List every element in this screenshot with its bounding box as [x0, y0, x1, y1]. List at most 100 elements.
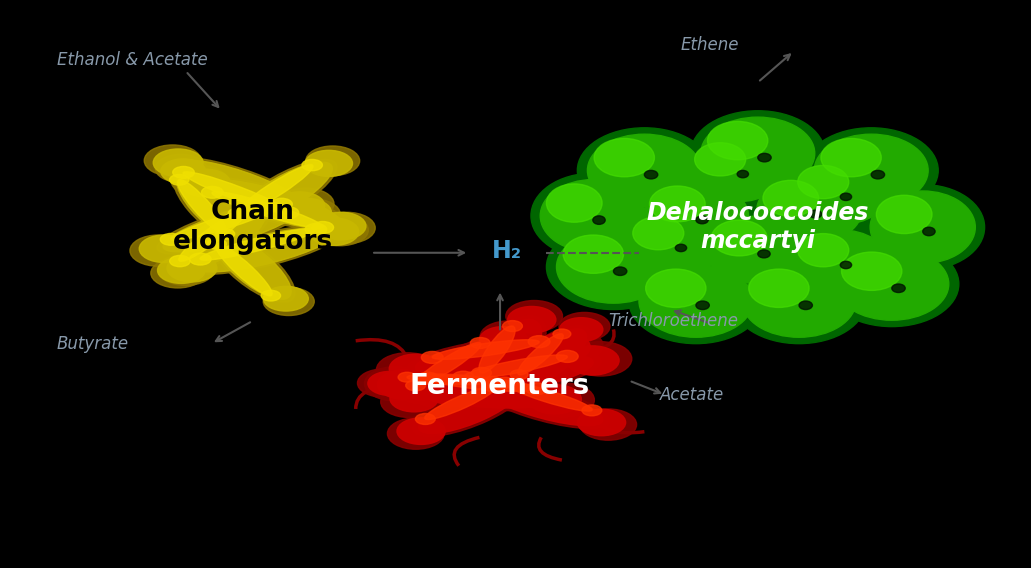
- Ellipse shape: [619, 207, 732, 281]
- Ellipse shape: [560, 318, 603, 341]
- Ellipse shape: [518, 334, 563, 375]
- Ellipse shape: [415, 340, 564, 375]
- Ellipse shape: [311, 215, 368, 246]
- Ellipse shape: [177, 179, 227, 234]
- Ellipse shape: [526, 383, 547, 395]
- Ellipse shape: [284, 199, 340, 230]
- Ellipse shape: [415, 414, 435, 424]
- Ellipse shape: [404, 376, 555, 408]
- Ellipse shape: [737, 170, 749, 178]
- Ellipse shape: [398, 372, 415, 382]
- Text: Chain
elongators: Chain elongators: [172, 199, 333, 255]
- Ellipse shape: [804, 128, 938, 213]
- Ellipse shape: [212, 191, 323, 228]
- Ellipse shape: [184, 172, 289, 214]
- Ellipse shape: [711, 220, 767, 256]
- Ellipse shape: [263, 286, 308, 311]
- Ellipse shape: [495, 377, 514, 388]
- Ellipse shape: [876, 195, 932, 233]
- Ellipse shape: [139, 235, 189, 262]
- Ellipse shape: [627, 213, 724, 275]
- Ellipse shape: [217, 225, 262, 250]
- Ellipse shape: [235, 162, 332, 224]
- Ellipse shape: [215, 228, 235, 239]
- Ellipse shape: [758, 250, 770, 258]
- Ellipse shape: [763, 181, 819, 216]
- Ellipse shape: [569, 342, 632, 376]
- Ellipse shape: [404, 335, 513, 403]
- Ellipse shape: [214, 210, 262, 236]
- Ellipse shape: [130, 235, 187, 266]
- Ellipse shape: [190, 253, 211, 265]
- Ellipse shape: [178, 209, 246, 261]
- Ellipse shape: [594, 139, 655, 177]
- Ellipse shape: [537, 332, 590, 361]
- Ellipse shape: [840, 261, 852, 269]
- Ellipse shape: [277, 188, 334, 219]
- Ellipse shape: [237, 165, 313, 214]
- Ellipse shape: [504, 382, 592, 411]
- Ellipse shape: [440, 352, 601, 398]
- Ellipse shape: [577, 409, 626, 436]
- Ellipse shape: [841, 252, 902, 290]
- Ellipse shape: [277, 207, 299, 219]
- Ellipse shape: [200, 228, 317, 260]
- Ellipse shape: [757, 177, 862, 244]
- Ellipse shape: [633, 216, 684, 250]
- Ellipse shape: [173, 168, 250, 241]
- Ellipse shape: [397, 418, 445, 444]
- Ellipse shape: [390, 374, 507, 399]
- Ellipse shape: [799, 301, 812, 310]
- Ellipse shape: [158, 254, 214, 285]
- Ellipse shape: [749, 269, 809, 307]
- Ellipse shape: [171, 165, 228, 197]
- Ellipse shape: [528, 336, 550, 348]
- Ellipse shape: [171, 158, 313, 217]
- Ellipse shape: [170, 256, 190, 267]
- Ellipse shape: [177, 206, 266, 271]
- Ellipse shape: [275, 192, 325, 219]
- Ellipse shape: [176, 160, 308, 215]
- Text: Fermenters: Fermenters: [410, 372, 590, 400]
- Ellipse shape: [457, 371, 505, 398]
- Ellipse shape: [680, 133, 794, 207]
- Ellipse shape: [306, 146, 360, 176]
- Ellipse shape: [446, 366, 503, 398]
- Ellipse shape: [305, 223, 327, 235]
- Ellipse shape: [214, 235, 291, 299]
- Ellipse shape: [695, 143, 745, 176]
- Ellipse shape: [305, 151, 353, 177]
- Ellipse shape: [732, 258, 866, 344]
- Ellipse shape: [407, 337, 572, 378]
- Ellipse shape: [747, 170, 871, 250]
- Ellipse shape: [579, 409, 636, 440]
- Ellipse shape: [376, 353, 439, 387]
- Ellipse shape: [486, 377, 529, 401]
- Ellipse shape: [210, 232, 295, 302]
- Ellipse shape: [532, 383, 594, 417]
- Ellipse shape: [261, 290, 280, 301]
- Ellipse shape: [319, 212, 375, 244]
- Ellipse shape: [742, 265, 856, 337]
- Ellipse shape: [696, 216, 708, 224]
- Ellipse shape: [557, 350, 578, 362]
- Ellipse shape: [506, 300, 563, 332]
- Ellipse shape: [479, 327, 528, 353]
- Ellipse shape: [470, 337, 490, 348]
- Ellipse shape: [309, 218, 359, 245]
- Ellipse shape: [425, 386, 495, 420]
- Ellipse shape: [557, 231, 670, 303]
- Ellipse shape: [396, 373, 563, 411]
- Ellipse shape: [540, 328, 603, 363]
- Ellipse shape: [368, 371, 411, 395]
- Ellipse shape: [546, 224, 680, 310]
- Ellipse shape: [201, 186, 223, 198]
- Ellipse shape: [792, 162, 889, 224]
- Ellipse shape: [173, 166, 194, 178]
- Ellipse shape: [281, 198, 331, 226]
- Ellipse shape: [588, 134, 701, 207]
- Ellipse shape: [689, 139, 786, 202]
- Ellipse shape: [507, 307, 556, 333]
- Ellipse shape: [414, 343, 481, 386]
- Ellipse shape: [701, 117, 814, 190]
